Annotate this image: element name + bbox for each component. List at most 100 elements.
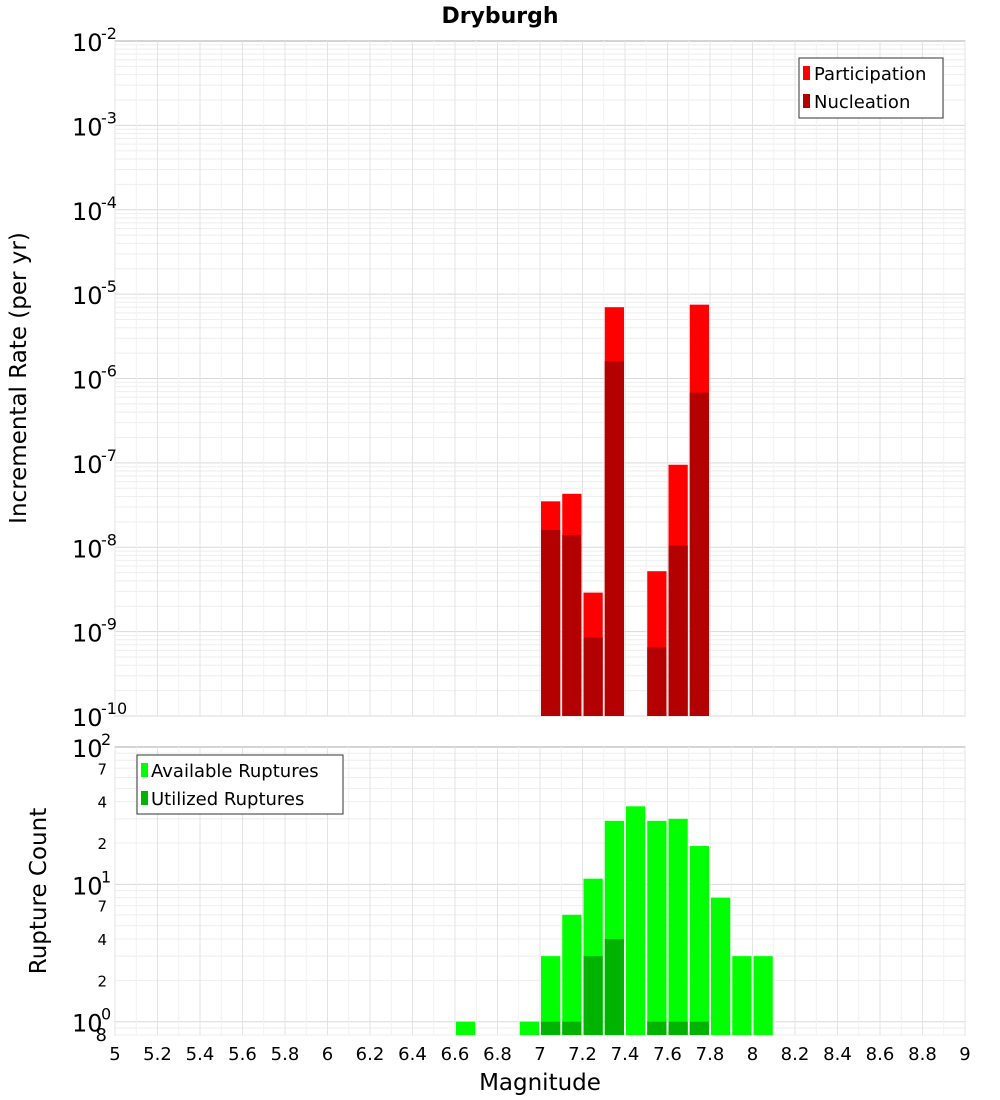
- bottom-y-minor-tick-label: 4: [97, 794, 107, 812]
- chart-title: Dryburgh: [441, 4, 558, 29]
- available-ruptures-bar: [732, 956, 752, 1035]
- x-tick-label: 7.2: [568, 1044, 597, 1065]
- top-legend: Participation Nucleation: [798, 57, 944, 119]
- x-axis-label: Magnitude: [479, 1070, 601, 1096]
- bottom-y-minor-tick-label: 7: [97, 760, 107, 778]
- x-tick-label: 8.8: [908, 1044, 937, 1065]
- bottom-y-minor-tick-label: 7: [97, 898, 107, 916]
- legend-swatch-nucleation: [803, 94, 810, 108]
- top-y-tick-exponent: -7: [101, 446, 117, 465]
- x-tick-label: 7: [534, 1044, 545, 1065]
- utilized-ruptures-bar: [583, 956, 603, 1035]
- available-ruptures-bar: [689, 846, 709, 1035]
- nucleation-bar: [647, 647, 667, 716]
- top-y-tick-exponent: -5: [101, 277, 117, 296]
- legend-label-utilized: Utilized Ruptures: [151, 789, 304, 810]
- bottom-y-minor-tick-label: 8: [96, 1025, 107, 1046]
- x-tick-label: 5: [109, 1044, 120, 1065]
- nucleation-bar: [541, 530, 561, 716]
- top-y-tick-exponent: -4: [101, 193, 117, 212]
- x-tick-label: 6: [322, 1044, 333, 1065]
- bottom-y-tick-exponent: 1: [101, 867, 111, 886]
- top-y-tick-label: 10: [72, 113, 103, 141]
- nucleation-bar: [668, 545, 688, 716]
- x-tick-label: 5.2: [143, 1044, 172, 1065]
- legend-label-available: Available Ruptures: [151, 761, 319, 782]
- top-y-tick-label: 10: [72, 198, 103, 226]
- utilized-ruptures-bar: [562, 1021, 582, 1035]
- nucleation-bar: [689, 392, 709, 716]
- top-y-tick-label: 10: [72, 704, 103, 732]
- top-y-tick-exponent: -6: [101, 362, 117, 381]
- x-tick-label: 7.8: [696, 1044, 725, 1065]
- top-y-tick-label: 10: [72, 29, 103, 57]
- bottom-bars: [456, 806, 773, 1035]
- top-legend-box: [798, 57, 944, 119]
- nucleation-bar: [604, 361, 624, 716]
- legend-label-nucleation: Nucleation: [814, 92, 910, 113]
- x-tick-label: 8: [747, 1044, 758, 1065]
- bottom-y-minor-tick-label: 2: [97, 835, 107, 853]
- legend-swatch-participation: [803, 66, 810, 80]
- available-ruptures-bar: [647, 820, 667, 1035]
- utilized-ruptures-bar: [604, 939, 624, 1035]
- x-tick-label: 5.8: [271, 1044, 300, 1065]
- x-tick-label: 5.4: [186, 1044, 215, 1065]
- utilized-ruptures-bar: [541, 1021, 561, 1035]
- bottom-y-tick-label: 10: [72, 735, 103, 763]
- available-ruptures-bar: [519, 1021, 539, 1035]
- bottom-y-minor-tick-label: 2: [97, 972, 107, 990]
- available-ruptures-bar: [711, 897, 731, 1035]
- top-y-tick-exponent: -8: [101, 530, 117, 549]
- top-y-tick-exponent: -9: [101, 615, 117, 634]
- available-ruptures-bar: [753, 956, 773, 1035]
- x-tick-label: 7.6: [653, 1044, 682, 1065]
- bottom-y-tick-label: 10: [72, 1010, 103, 1038]
- utilized-ruptures-bar: [668, 1021, 688, 1035]
- x-tick-label: 8.2: [781, 1044, 810, 1065]
- top-y-tick-label: 10: [72, 282, 103, 310]
- nucleation-bar: [583, 637, 603, 716]
- top-y-tick-exponent: -3: [101, 108, 117, 127]
- bottom-y-tick-exponent: 0: [101, 1005, 111, 1024]
- x-tick-label: 6.6: [441, 1044, 470, 1065]
- available-ruptures-bar: [541, 956, 561, 1035]
- available-ruptures-bar: [562, 914, 582, 1035]
- x-tick-label: 6.4: [398, 1044, 427, 1065]
- x-tick-label: 6.2: [356, 1044, 385, 1065]
- x-tick-labels: 5 5.2 5.4 5.6 5.8 6 6.2 6.4 6.6 6.8 7 7.2 7.4 7.6 7.8 8…: [109, 1044, 970, 1065]
- top-y-tick-label: 10: [72, 535, 103, 563]
- top-y-tick-exponent: -2: [101, 24, 117, 43]
- legend-swatch-utilized: [141, 791, 148, 805]
- top-y-tick-exponent: -10: [101, 699, 127, 718]
- top-y-tick-label: 10: [72, 620, 103, 648]
- bottom-y-minor-tick-label: 4: [97, 931, 107, 949]
- bottom-y-tick-label: 10: [72, 872, 103, 900]
- bottom-legend-box: [136, 754, 344, 815]
- available-ruptures-bar: [456, 1021, 476, 1035]
- top-bars: [541, 304, 709, 716]
- available-ruptures-bar: [668, 818, 688, 1035]
- available-ruptures-bar: [626, 806, 646, 1035]
- utilized-ruptures-bar: [689, 1021, 709, 1035]
- x-tick-label: 8.4: [823, 1044, 852, 1065]
- utilized-ruptures-bar: [647, 1021, 667, 1035]
- bottom-legend: Available Ruptures Utilized Ruptures: [136, 754, 344, 815]
- x-tick-label: 7.4: [611, 1044, 640, 1065]
- nucleation-bar: [562, 534, 582, 716]
- bottom-y-tick-exponent: 2: [101, 730, 111, 749]
- bottom-y-axis-label: Rupture Count: [26, 808, 52, 974]
- top-grid: [114, 41, 966, 717]
- top-y-tick-label: 10: [72, 451, 103, 479]
- top-y-tick-label: 10: [72, 367, 103, 395]
- legend-label-participation: Participation: [814, 64, 926, 85]
- x-tick-label: 8.6: [866, 1044, 895, 1065]
- x-tick-label: 9: [959, 1044, 970, 1065]
- x-tick-label: 6.8: [483, 1044, 512, 1065]
- top-y-axis-label: Incremental Rate (per yr): [6, 232, 32, 524]
- legend-swatch-available: [141, 763, 148, 777]
- x-tick-label: 5.6: [228, 1044, 257, 1065]
